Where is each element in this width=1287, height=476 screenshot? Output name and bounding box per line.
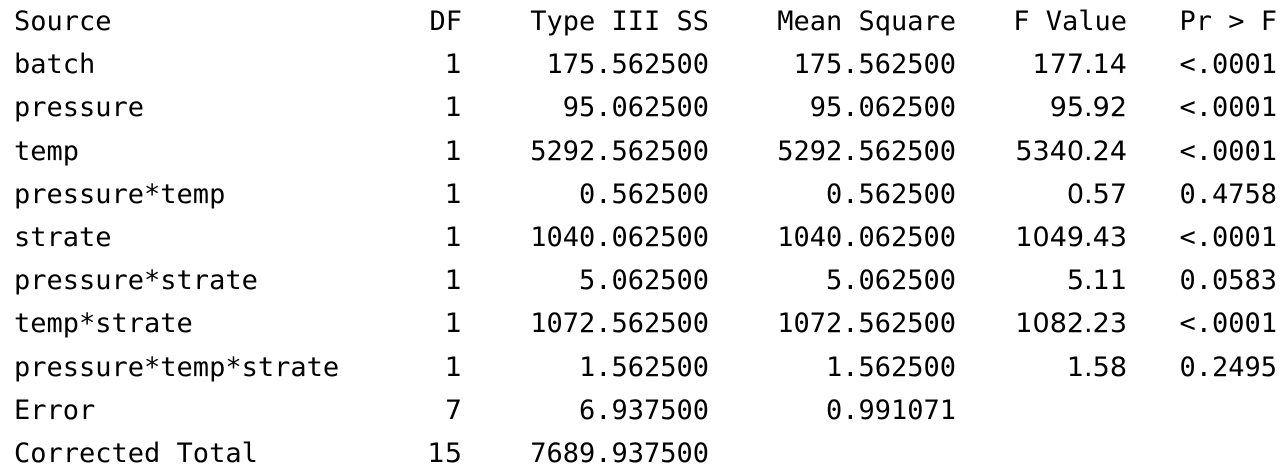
source-cell: pressure*temp*strate [14, 351, 340, 383]
p-value-cell: <.0001 [1179, 222, 1277, 254]
ss-cell: 1040.062500 [530, 222, 709, 254]
p-value-cell: <.0001 [1179, 92, 1277, 124]
ms-cell [709, 432, 956, 475]
df-cell: 1 [444, 222, 462, 254]
ms-cell: 0.562500 [825, 178, 956, 210]
f-value-cell: 0.57 [1066, 178, 1127, 210]
table-row: pressure*strate 1 5.062500 5.062500 5.11… [14, 259, 1277, 302]
table-row: strate 1 1040.062500 1040.062500 1049.43… [14, 216, 1277, 259]
ss-cell: 0.562500 [578, 178, 709, 210]
df-cell: 1 [444, 265, 462, 297]
f-value-cell: 1082.23 [1015, 308, 1127, 340]
source-cell: temp [14, 135, 80, 167]
table-row: temp*strate 1 1072.562500 1072.562500 10… [14, 302, 1277, 345]
header-f-value: F Value [1013, 6, 1127, 37]
ss-cell: 1072.562500 [530, 308, 709, 340]
header-df: DF [429, 6, 462, 37]
ss-cell: 1.562500 [578, 351, 709, 383]
table-row: pressure 1 95.062500 95.062500 95.92 <.0… [14, 86, 1277, 129]
ms-cell: 1040.062500 [777, 222, 956, 254]
p-value-cell: <.0001 [1179, 135, 1277, 167]
ms-cell: 95.062500 [809, 92, 956, 124]
source-cell: pressure [14, 92, 145, 124]
table-body: batch 1 175.562500 175.562500 177.14 <.0… [14, 43, 1277, 475]
df-cell: 1 [444, 178, 462, 210]
source-cell: strate [14, 222, 112, 254]
table-row: pressure*temp*strate 1 1.562500 1.562500… [14, 346, 1277, 389]
ss-cell: 95.062500 [562, 92, 709, 124]
header-pr-f: Pr > F [1179, 6, 1277, 37]
ms-cell: 175.562500 [793, 49, 956, 81]
table-row: batch 1 175.562500 175.562500 177.14 <.0… [14, 43, 1277, 86]
df-cell: 7 [444, 394, 462, 426]
p-value-cell: 0.4758 [1179, 178, 1277, 210]
ss-cell: 6.937500 [578, 394, 709, 426]
f-value-cell: 5.11 [1066, 265, 1127, 297]
ms-cell: 5.062500 [825, 265, 956, 297]
header-row: Source DF Type III SS Mean Square F Valu… [14, 0, 1277, 43]
f-value-cell: 1049.43 [1015, 222, 1127, 254]
table-header: Source DF Type III SS Mean Square F Valu… [14, 0, 1277, 43]
f-value-cell: 5340.24 [1015, 135, 1127, 167]
table-row: Error 7 6.937500 0.991071 [14, 389, 1277, 432]
anova-table: Source DF Type III SS Mean Square F Valu… [14, 0, 1277, 475]
header-mean-square: Mean Square [777, 6, 956, 37]
ms-cell: 5292.562500 [777, 135, 956, 167]
p-value-cell [1127, 389, 1277, 432]
ss-cell: 7689.937500 [530, 438, 709, 470]
p-value-cell: <.0001 [1179, 308, 1277, 340]
df-cell: 15 [427, 438, 462, 470]
f-value-cell: 177.14 [1032, 49, 1127, 81]
df-cell: 1 [444, 49, 462, 81]
source-cell: pressure*strate [14, 265, 258, 297]
ss-cell: 5.062500 [578, 265, 709, 297]
df-cell: 1 [444, 308, 462, 340]
f-value-cell [956, 432, 1127, 475]
ss-cell: 175.562500 [546, 49, 709, 81]
f-value-cell: 95.92 [1049, 92, 1127, 124]
p-value-cell: <.0001 [1179, 49, 1277, 81]
source-cell: pressure*temp [14, 178, 226, 210]
df-cell: 1 [444, 351, 462, 383]
source-cell: Corrected Total [14, 438, 258, 470]
source-cell: batch [14, 49, 96, 81]
table-row: pressure*temp 1 0.562500 0.562500 0.57 0… [14, 173, 1277, 216]
ms-cell: 0.991071 [825, 394, 956, 426]
p-value-cell: 0.2495 [1179, 351, 1277, 383]
header-source: Source [14, 6, 112, 37]
header-type-iii-ss: Type III SS [530, 6, 709, 37]
f-value-cell: 1.58 [1066, 351, 1127, 383]
source-cell: Error [14, 394, 96, 426]
p-value-cell [1127, 432, 1277, 475]
f-value-cell [956, 389, 1127, 432]
table-row: Corrected Total 15 7689.937500 [14, 432, 1277, 475]
ms-cell: 1072.562500 [777, 308, 956, 340]
table-row: temp 1 5292.562500 5292.562500 5340.24 <… [14, 130, 1277, 173]
source-cell: temp*strate [14, 308, 193, 340]
df-cell: 1 [444, 135, 462, 167]
p-value-cell: 0.0583 [1179, 265, 1277, 297]
df-cell: 1 [444, 92, 462, 124]
ss-cell: 5292.562500 [530, 135, 709, 167]
ms-cell: 1.562500 [825, 351, 956, 383]
